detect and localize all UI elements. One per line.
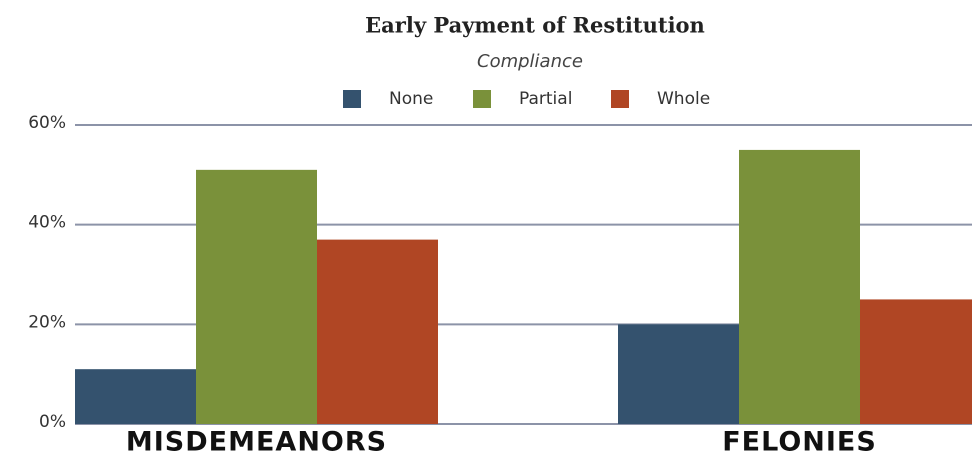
chart-title: Early Payment of Restitution	[365, 13, 705, 38]
legend-swatch	[473, 90, 491, 108]
legend-swatch	[611, 90, 629, 108]
y-tick-label: 60%	[28, 113, 66, 133]
bar	[739, 149, 860, 424]
x-tick-label: MISDEMEANORS	[126, 427, 387, 457]
legend-label: Partial	[519, 89, 572, 109]
bar	[618, 324, 739, 424]
bar	[75, 369, 196, 424]
bar	[317, 239, 438, 424]
y-tick-label: 0%	[39, 412, 66, 432]
y-tick-label: 40%	[28, 213, 66, 233]
legend-swatch	[343, 90, 361, 108]
y-tick-label: 20%	[28, 312, 66, 332]
bar	[860, 299, 972, 424]
legend-label: None	[389, 89, 433, 109]
chart-subtitle: Compliance	[477, 51, 583, 72]
bar	[196, 169, 317, 424]
legend-label: Whole	[657, 89, 710, 109]
x-tick-label: FELONIES	[722, 427, 877, 457]
